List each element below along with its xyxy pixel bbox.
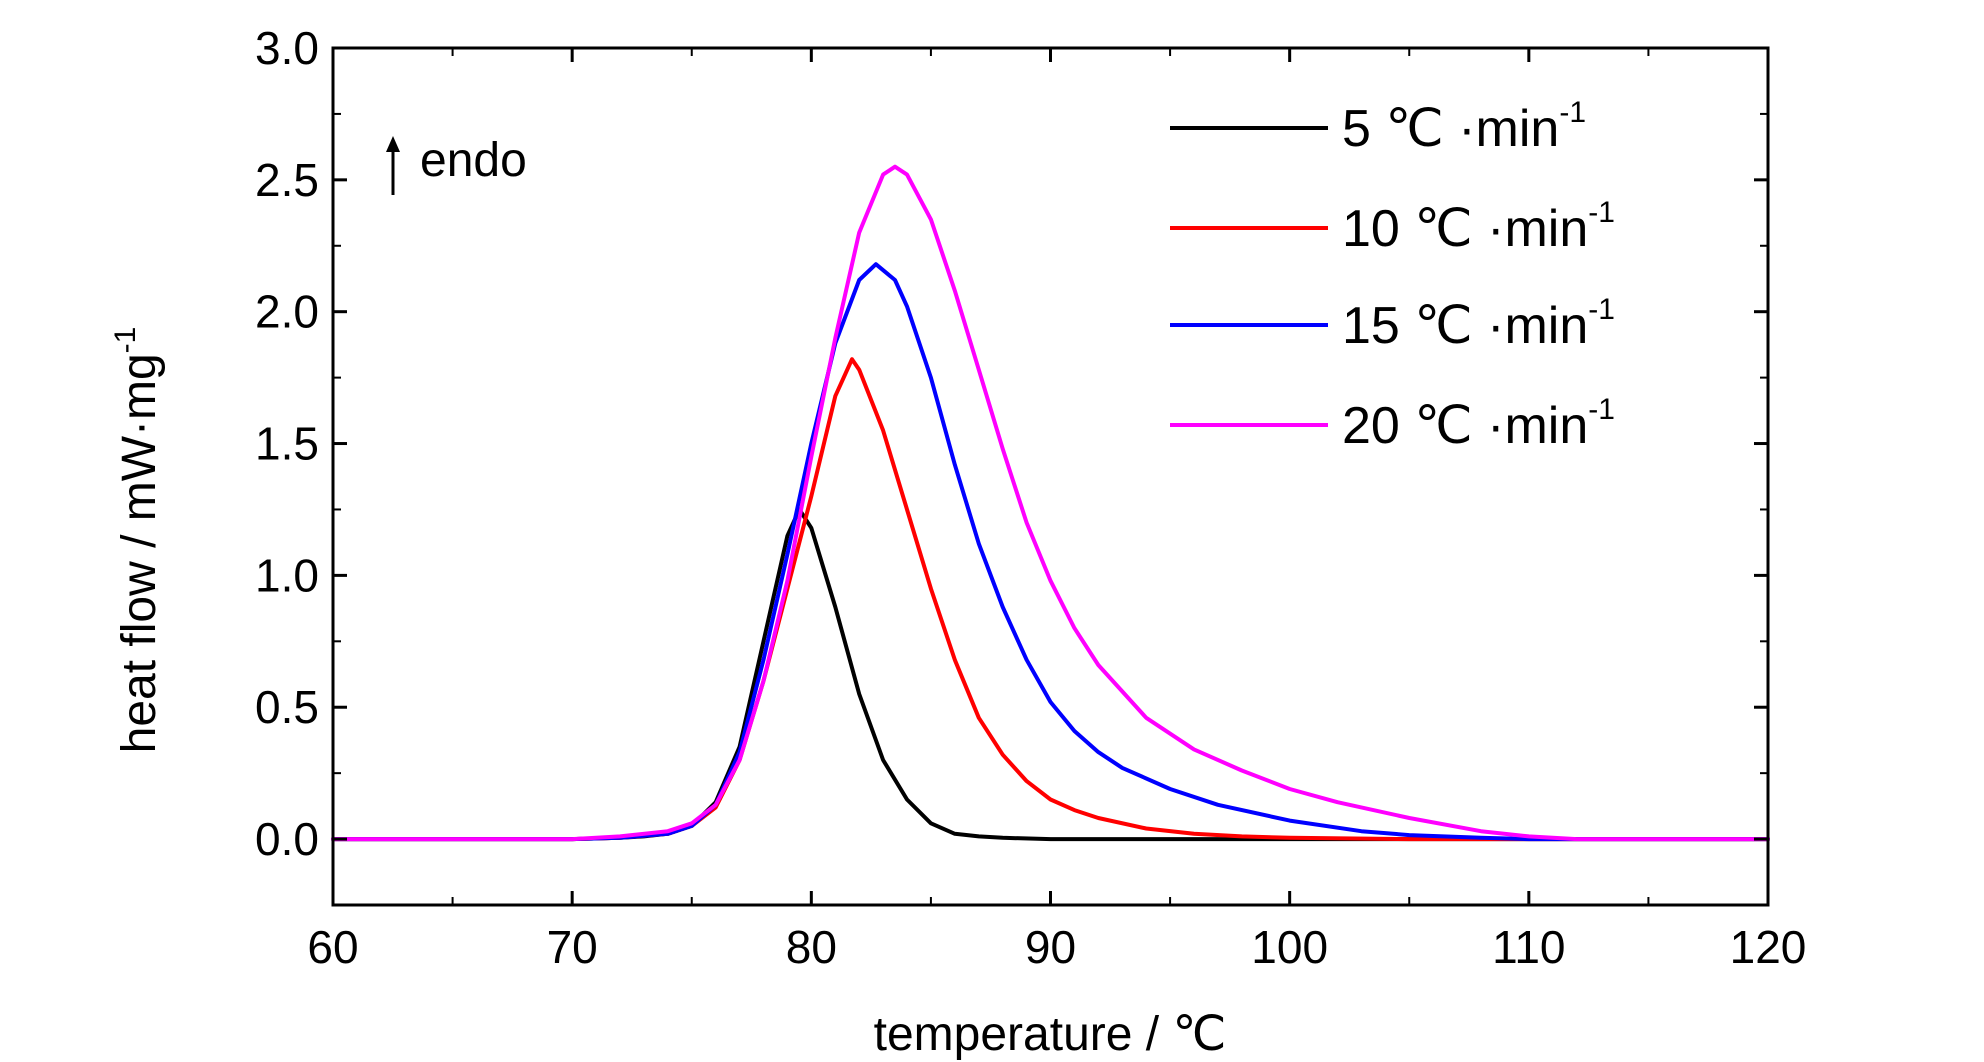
y-axis-title-group: heat flow / mW·mg-1 bbox=[109, 327, 166, 754]
x-tick-label: 80 bbox=[786, 921, 837, 973]
legend-label-3: 15 ℃ ·min-1 bbox=[1342, 293, 1615, 355]
y-axis: 0.0 0.5 1.0 1.5 2.0 2.5 3.0 bbox=[255, 22, 1768, 906]
x-tick-label: 100 bbox=[1251, 921, 1328, 973]
x-tick-label: 70 bbox=[547, 921, 598, 973]
x-tick-label: 60 bbox=[307, 921, 358, 973]
arrow-head-icon bbox=[386, 136, 400, 152]
series-layer bbox=[331, 164, 1770, 842]
legend: 5 ℃ ·min-1 10 ℃ ·min-1 15 ℃ ·min-1 20 ℃ ·mi… bbox=[1170, 96, 1615, 455]
endo-label: endo bbox=[420, 134, 527, 187]
y-axis-title: heat flow / mW·mg bbox=[113, 353, 166, 753]
y-tick-label: 0.5 bbox=[255, 681, 319, 733]
y-tick-label: 1.5 bbox=[255, 418, 319, 470]
y-tick-label: 2.5 bbox=[255, 154, 319, 206]
svg-text:heat flow / mW·mg-1: heat flow / mW·mg-1 bbox=[109, 327, 166, 754]
y-tick-label: 2.0 bbox=[255, 286, 319, 338]
y-axis-title-sup: -1 bbox=[109, 327, 142, 354]
x-tick-label: 90 bbox=[1025, 921, 1076, 973]
y-tick-label: 0.0 bbox=[255, 813, 319, 865]
legend-label-1: 5 ℃ ·min-1 bbox=[1342, 96, 1586, 158]
x-tick-label: 110 bbox=[1492, 921, 1565, 973]
x-axis-title: temperature / ℃ bbox=[874, 1008, 1227, 1061]
y-tick-label: 1.0 bbox=[255, 549, 319, 601]
x-tick-label: 120 bbox=[1730, 921, 1807, 973]
series-line-4 bbox=[331, 164, 1770, 842]
legend-label-4: 20 ℃ ·min-1 bbox=[1342, 393, 1615, 455]
endo-annotation: endo bbox=[386, 134, 527, 195]
series-line-1 bbox=[331, 507, 1770, 842]
x-axis: 60 70 80 90 100 110 120 bbox=[307, 48, 1806, 973]
y-tick-label: 3.0 bbox=[255, 22, 319, 74]
plot-frame bbox=[331, 46, 1770, 907]
legend-label-2: 10 ℃ ·min-1 bbox=[1342, 196, 1615, 258]
